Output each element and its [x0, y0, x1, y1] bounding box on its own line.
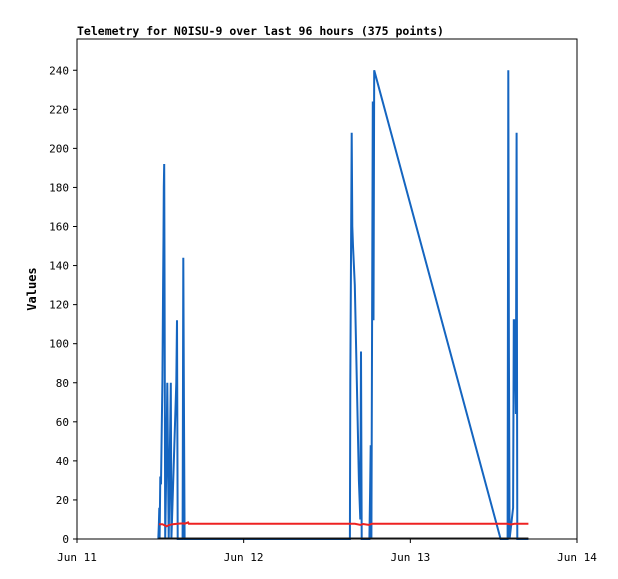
x-tick-label: Jun 12: [224, 551, 264, 564]
y-tick-label: 120: [49, 299, 69, 312]
x-axis: Jun 11 Jun 12 Jun 13 Jun 14: [57, 539, 597, 564]
y-axis: 0 20 40 60 80 100 120 140 160 180 200 220 240: [49, 64, 77, 546]
series-line-2: [158, 521, 529, 528]
y-axis-label: Values: [25, 267, 39, 310]
x-tick-label: Jun 14: [557, 551, 597, 564]
y-tick-label: 140: [49, 260, 69, 273]
y-tick-label: 80: [56, 377, 69, 390]
y-tick-label: 240: [49, 64, 69, 77]
plot-area: [157, 70, 529, 540]
y-tick-label: 160: [49, 221, 69, 234]
chart-title: Telemetry for N0ISU-9 over last 96 hours…: [77, 24, 444, 38]
y-tick-label: 40: [56, 455, 69, 468]
y-tick-label: 220: [49, 103, 69, 116]
y-tick-label: 200: [49, 142, 69, 155]
y-tick-label: 180: [49, 181, 69, 194]
y-tick-label: 60: [56, 416, 69, 429]
y-tick-label: 20: [56, 494, 69, 507]
x-tick-label: Jun 13: [390, 551, 430, 564]
plot-frame: [76, 38, 578, 540]
series-line-1: [157, 70, 529, 540]
y-tick-label: 0: [62, 533, 69, 546]
x-tick-label: Jun 11: [57, 551, 97, 564]
y-tick-label: 100: [49, 338, 69, 351]
